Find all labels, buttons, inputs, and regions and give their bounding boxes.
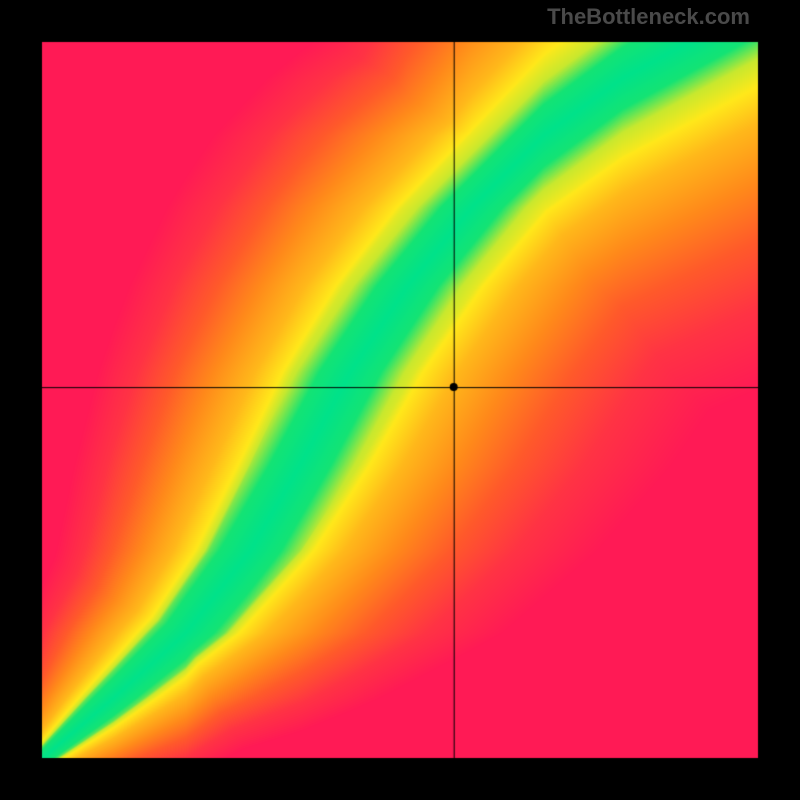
- heatmap-canvas: [0, 0, 800, 800]
- watermark-text: TheBottleneck.com: [547, 4, 750, 30]
- chart-container: TheBottleneck.com: [0, 0, 800, 800]
